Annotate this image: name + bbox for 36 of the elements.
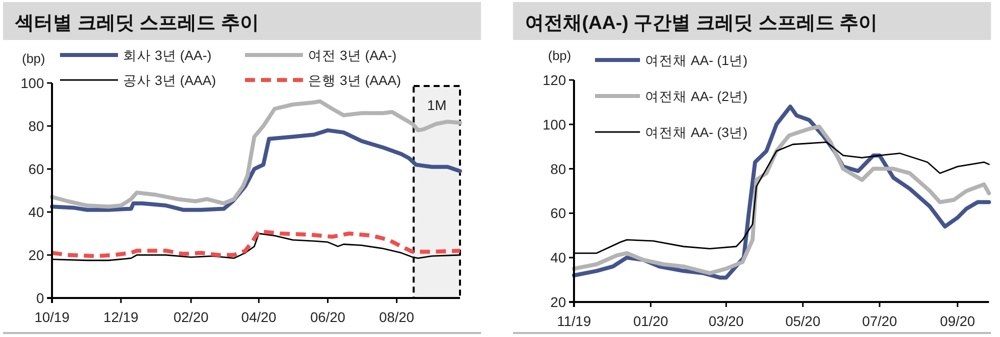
x-tick-label: 09/20 — [940, 313, 976, 329]
y-tick-label: 20 — [550, 294, 566, 310]
y-tick-label: 40 — [28, 204, 44, 220]
legend-label: 여전채 AA- (3년) — [645, 125, 748, 140]
y-tick-label: 80 — [28, 118, 44, 134]
x-tick-label: 04/20 — [241, 309, 277, 325]
legend-label: 여전채 AA- (2년) — [645, 89, 748, 104]
y-tick-label: 80 — [550, 160, 566, 177]
band-label: 1M — [427, 97, 447, 113]
y-tick-label: 100 — [20, 75, 44, 91]
y-axis-title: (bp) — [548, 48, 572, 63]
x-tick-label: 10/19 — [34, 309, 70, 325]
legend-label: 은행 3년 (AAA) — [308, 73, 402, 88]
x-tick-label: 12/19 — [103, 309, 139, 325]
legend-label: 공사 3년 (AAA) — [123, 73, 216, 88]
x-tick-label: 08/20 — [379, 309, 414, 325]
y-tick-label: 60 — [550, 205, 566, 222]
chart-title: 섹터별 크레딧 스프레드 추이 — [14, 13, 259, 34]
x-tick-label: 07/20 — [862, 313, 898, 329]
y-axis-title: (bp) — [22, 51, 46, 66]
x-tick-label: 06/20 — [310, 309, 346, 325]
legend-label: 회사 3년 (AA-) — [123, 48, 212, 63]
y-tick-label: 40 — [550, 250, 566, 266]
x-tick-label: 03/20 — [708, 313, 744, 329]
legend-label: 여전 3년 (AA-) — [308, 48, 397, 63]
legend-label: 여전채 AA- (1년) — [645, 53, 748, 68]
chart-title: 여전채(AA-) 구간별 크레딧 스프레드 추이 — [525, 13, 878, 34]
y-tick-label: 20 — [28, 247, 44, 263]
x-tick-label: 05/20 — [785, 313, 821, 329]
x-tick-label: 01/20 — [633, 313, 668, 329]
y-tick-label: 60 — [28, 161, 44, 177]
y-tick-label: 120 — [542, 72, 566, 88]
y-tick-label: 0 — [36, 290, 44, 306]
x-tick-label: 02/20 — [173, 309, 209, 325]
x-tick-label: 11/19 — [557, 313, 592, 329]
y-tick-label: 100 — [542, 116, 566, 132]
